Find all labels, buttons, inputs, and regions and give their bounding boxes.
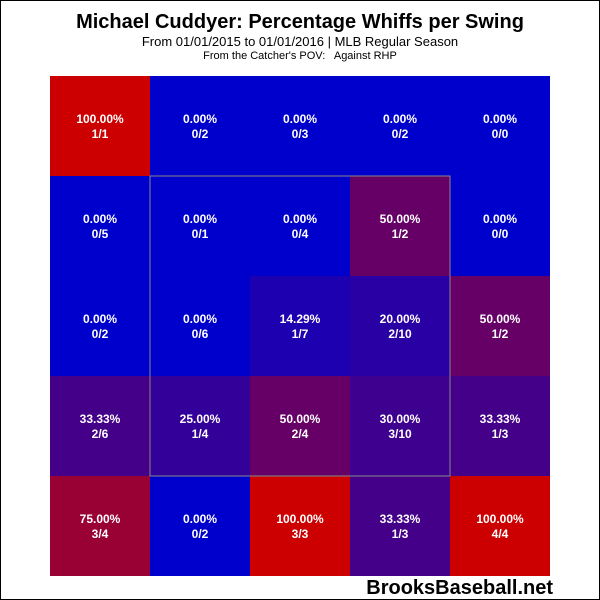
cell-fraction-label: 0/4: [292, 227, 309, 241]
heatmap-cell: [350, 276, 450, 376]
heatmap-cell: [150, 476, 250, 576]
brooksbaseball-watermark: BrooksBaseball.net: [366, 577, 553, 599]
cell-percentage-label: 33.33%: [380, 512, 421, 526]
strike-zone-outline: [149, 175, 451, 477]
cell-fraction-label: 3/3: [292, 527, 309, 541]
cell-percentage-label: 100.00%: [476, 512, 524, 526]
cell-fraction-label: 4/4: [492, 527, 509, 541]
cell-percentage-label: 0.00%: [83, 212, 117, 226]
cell-fraction-label: 0/0: [492, 227, 509, 241]
heatmap-cell: [350, 376, 450, 476]
cell-percentage-label: 50.00%: [280, 412, 321, 426]
cell-percentage-label: 0.00%: [183, 112, 217, 126]
heatmap-cell: [50, 476, 150, 576]
cell-fraction-label: 1/3: [492, 427, 509, 441]
heatmap-cell: [350, 76, 450, 176]
cell-percentage-label: 0.00%: [483, 112, 517, 126]
cell-fraction-label: 0/0: [492, 127, 509, 141]
cell-percentage-label: 33.33%: [480, 412, 521, 426]
heatmap-cell: [50, 276, 150, 376]
cell-percentage-label: 0.00%: [283, 112, 317, 126]
cell-fraction-label: 0/2: [192, 127, 209, 141]
cell-percentage-label: 0.00%: [183, 312, 217, 326]
chart-title: Michael Cuddyer: Percentage Whiffs per S…: [76, 11, 524, 33]
cell-fraction-label: 2/4: [292, 427, 309, 441]
cell-fraction-label: 0/2: [92, 327, 109, 341]
cell-fraction-label: 3/10: [388, 427, 412, 441]
cell-percentage-label: 0.00%: [283, 212, 317, 226]
cell-fraction-label: 1/1: [92, 127, 109, 141]
cell-fraction-label: 0/2: [392, 127, 409, 141]
heatmap-cell: [250, 476, 350, 576]
cell-percentage-label: 100.00%: [76, 112, 124, 126]
heatmap-cell: [450, 276, 550, 376]
cell-fraction-label: 1/2: [492, 327, 509, 341]
heatmap-cell: [250, 176, 350, 276]
heatmap-cell: [450, 76, 550, 176]
heatmap-cell: [450, 376, 550, 476]
heatmap-cell: [450, 476, 550, 576]
heatmap-cell: [350, 476, 450, 576]
cell-percentage-label: 0.00%: [483, 212, 517, 226]
chart-subtitle: From 01/01/2015 to 01/01/2016 | MLB Regu…: [141, 34, 459, 49]
cell-fraction-label: 1/2: [392, 227, 409, 241]
heatmap-cell: [50, 376, 150, 476]
cell-percentage-label: 0.00%: [183, 212, 217, 226]
cell-percentage-label: 0.00%: [183, 512, 217, 526]
heatmap-cell: [150, 76, 250, 176]
cell-percentage-label: 50.00%: [380, 212, 421, 226]
heatmap-cell: [250, 276, 350, 376]
heatmap-cell: [150, 376, 250, 476]
heatmap-cell: [450, 176, 550, 276]
cell-fraction-label: 0/6: [192, 327, 209, 341]
heatmap-cell: [250, 76, 350, 176]
cell-fraction-label: 1/7: [292, 327, 309, 341]
heatmap-cell: [150, 176, 250, 276]
cell-fraction-label: 1/3: [392, 527, 409, 541]
cell-fraction-label: 0/1: [192, 227, 209, 241]
heatmap-cell: [250, 376, 350, 476]
cell-percentage-label: 30.00%: [380, 412, 421, 426]
cell-fraction-label: 3/4: [92, 527, 109, 541]
cell-fraction-label: 2/6: [92, 427, 109, 441]
heatmap-cell: [50, 176, 150, 276]
cell-percentage-label: 50.00%: [480, 312, 521, 326]
cell-percentage-label: 33.33%: [80, 412, 121, 426]
cell-fraction-label: 0/5: [92, 227, 109, 241]
cell-percentage-label: 0.00%: [383, 112, 417, 126]
cell-percentage-label: 20.00%: [380, 312, 421, 326]
cell-percentage-label: 75.00%: [80, 512, 121, 526]
cell-fraction-label: 0/3: [292, 127, 309, 141]
cell-percentage-label: 0.00%: [83, 312, 117, 326]
cell-fraction-label: 2/10: [388, 327, 412, 341]
cell-fraction-label: 1/4: [192, 427, 209, 441]
cell-percentage-label: 25.00%: [180, 412, 221, 426]
cell-percentage-label: 14.29%: [280, 312, 321, 326]
chart-pov-note: From the Catcher's POV: Against RHP: [203, 50, 397, 62]
cell-percentage-label: 100.00%: [276, 512, 324, 526]
heatmap-cell: [350, 176, 450, 276]
heatmap-cell: [150, 276, 250, 376]
heatmap-cell: [50, 76, 150, 176]
cell-fraction-label: 0/2: [192, 527, 209, 541]
